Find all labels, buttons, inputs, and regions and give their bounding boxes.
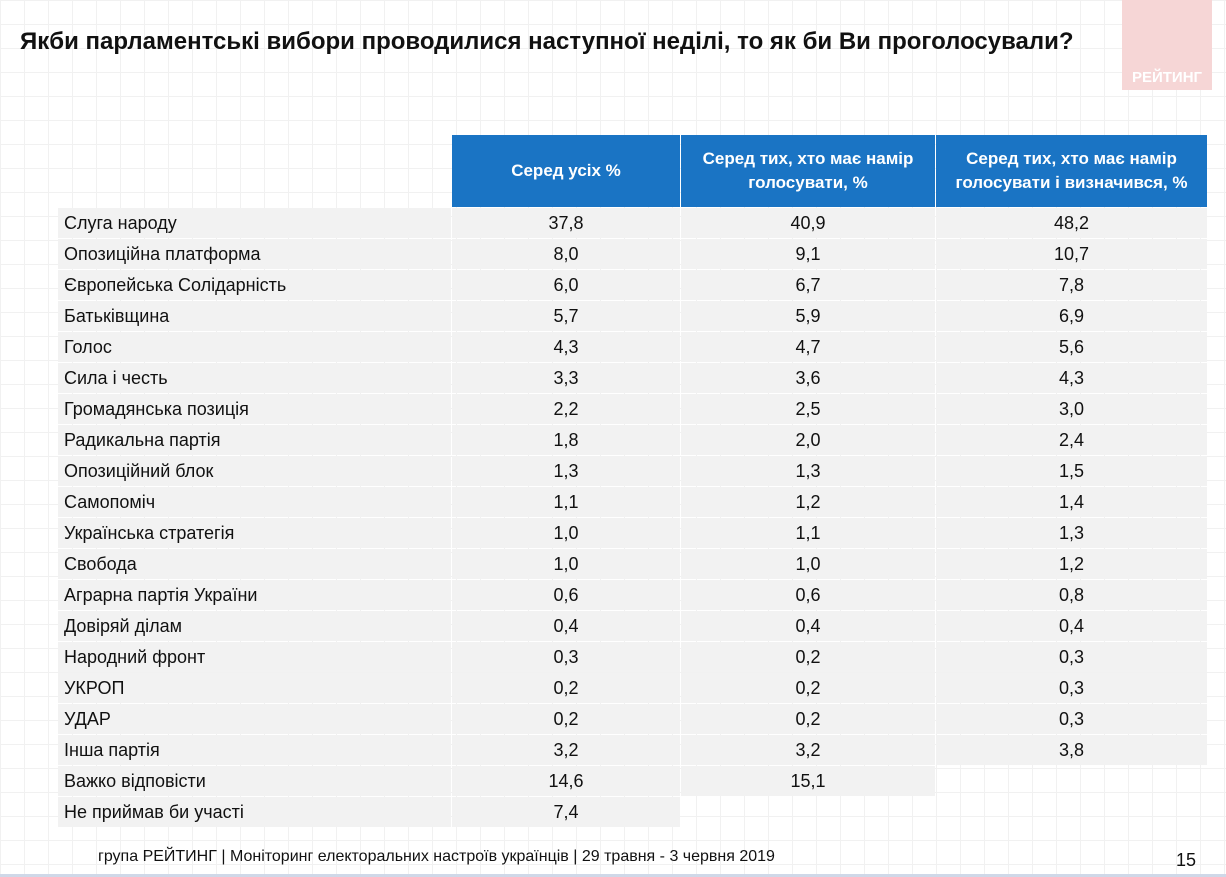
- cell-value: 5,6: [936, 332, 1207, 362]
- cell-value: 14,6: [452, 766, 680, 796]
- cell-value: 0,3: [936, 642, 1207, 672]
- cell-value: 2,4: [936, 425, 1207, 455]
- cell-value: 1,0: [452, 518, 680, 548]
- cell-value: 0,4: [452, 611, 680, 641]
- cell-value: 0,2: [681, 642, 935, 672]
- cell-value: 48,2: [936, 208, 1207, 238]
- row-label: Українська стратегія: [58, 518, 451, 548]
- row-label: Опозиційний блок: [58, 456, 451, 486]
- cell-value: 3,2: [452, 735, 680, 765]
- cell-value: 5,7: [452, 301, 680, 331]
- cell-value: 4,7: [681, 332, 935, 362]
- cell-value: 1,3: [681, 456, 935, 486]
- cell-value: 2,2: [452, 394, 680, 424]
- column-header: Серед тих, хто має намір голосувати і ви…: [936, 135, 1207, 207]
- row-label: Довіряй ділам: [58, 611, 451, 641]
- row-label: Сила і честь: [58, 363, 451, 393]
- cell-value: 0,2: [452, 704, 680, 734]
- cell-value: 37,8: [452, 208, 680, 238]
- cell-value: 0,4: [681, 611, 935, 641]
- cell-value: 1,2: [681, 487, 935, 517]
- row-label: Інша партія: [58, 735, 451, 765]
- bottom-bar: [0, 874, 1226, 877]
- cell-value: 2,5: [681, 394, 935, 424]
- cell-value: 15,1: [681, 766, 935, 796]
- cell-value: 1,1: [452, 487, 680, 517]
- column-header: Серед усіх %: [452, 135, 680, 207]
- cell-value: 8,0: [452, 239, 680, 269]
- cell-value: 3,8: [936, 735, 1207, 765]
- cell-value: 1,3: [936, 518, 1207, 548]
- cell-value: 1,5: [936, 456, 1207, 486]
- row-label: Свобода: [58, 549, 451, 579]
- cell-value: 4,3: [452, 332, 680, 362]
- row-label: Аграрна партія України: [58, 580, 451, 610]
- cell-value: 0,6: [452, 580, 680, 610]
- row-label: УДАР: [58, 704, 451, 734]
- cell-value: 0,2: [452, 673, 680, 703]
- cell-value: 1,0: [681, 549, 935, 579]
- cell-value: 1,3: [452, 456, 680, 486]
- row-label: Народний фронт: [58, 642, 451, 672]
- logo: РЕЙТИНГ: [1122, 0, 1212, 90]
- cell-value: 3,3: [452, 363, 680, 393]
- cell-value: 5,9: [681, 301, 935, 331]
- cell-value: 7,8: [936, 270, 1207, 300]
- cell-value: 1,0: [452, 549, 680, 579]
- cell-value: 3,6: [681, 363, 935, 393]
- cell-value: 0,3: [452, 642, 680, 672]
- logo-text: РЕЙТИНГ: [1131, 69, 1203, 86]
- row-label: Важко відповісти: [58, 766, 451, 796]
- cell-value: 3,0: [936, 394, 1207, 424]
- row-label: Громадянська позиція: [58, 394, 451, 424]
- row-label: Голос: [58, 332, 451, 362]
- row-label: Не приймав би участі: [58, 797, 451, 827]
- footer-source: група РЕЙТИНГ | Моніторинг електоральних…: [98, 848, 775, 865]
- cell-value: 0,4: [936, 611, 1207, 641]
- cell-value: 0,6: [681, 580, 935, 610]
- row-label: Європейська Солідарність: [58, 270, 451, 300]
- cell-value: 1,4: [936, 487, 1207, 517]
- cell-value: 0,3: [936, 673, 1207, 703]
- cell-value: 9,1: [681, 239, 935, 269]
- cell-value: 1,1: [681, 518, 935, 548]
- page-number: 15: [1176, 850, 1197, 870]
- cell-value: 40,9: [681, 208, 935, 238]
- cell-value: 4,3: [936, 363, 1207, 393]
- row-label: Радикальна партія: [58, 425, 451, 455]
- row-label: УКРОП: [58, 673, 451, 703]
- column-header: Серед тих, хто має намір голосувати, %: [681, 135, 935, 207]
- cell-value: 10,7: [936, 239, 1207, 269]
- cell-value: 0,2: [681, 673, 935, 703]
- row-label: Самопоміч: [58, 487, 451, 517]
- cell-value: 7,4: [452, 797, 680, 827]
- title: Якби парламентські вибори проводилися на…: [20, 28, 1074, 55]
- cell-value: 0,3: [936, 704, 1207, 734]
- cell-value: 6,0: [452, 270, 680, 300]
- cell-value: 3,2: [681, 735, 935, 765]
- cell-value: 1,8: [452, 425, 680, 455]
- cell-value: 6,7: [681, 270, 935, 300]
- cell-value: 0,2: [681, 704, 935, 734]
- row-label: Слуга народу: [58, 208, 451, 238]
- cell-value: 0,8: [936, 580, 1207, 610]
- cell-value: 2,0: [681, 425, 935, 455]
- row-label: Опозиційна платформа: [58, 239, 451, 269]
- cell-value: 1,2: [936, 549, 1207, 579]
- cell-value: 6,9: [936, 301, 1207, 331]
- row-label: Батьківщина: [58, 301, 451, 331]
